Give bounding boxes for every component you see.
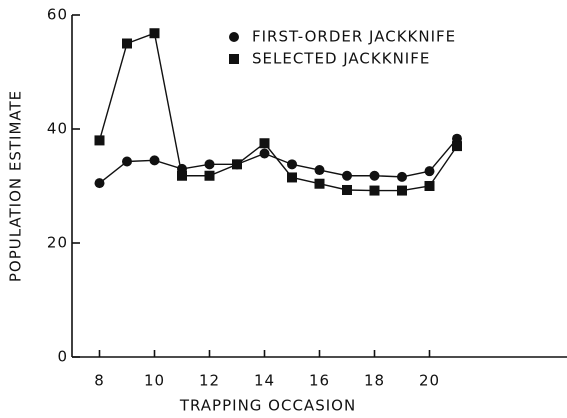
data-point — [314, 165, 325, 176]
legend-label: SELECTED JACKKNIFE — [252, 50, 430, 68]
data-point — [369, 185, 380, 196]
data-point — [287, 159, 297, 170]
data-point — [287, 172, 297, 183]
x-tick-label: 10 — [144, 372, 165, 390]
data-point — [314, 178, 325, 189]
x-tick-label: 12 — [199, 372, 220, 390]
data-point — [259, 148, 270, 159]
data-point — [177, 170, 187, 181]
data-point — [397, 171, 407, 182]
legend-marker — [229, 32, 239, 42]
data-point — [452, 141, 462, 152]
legend-marker — [229, 54, 239, 64]
data-point — [232, 159, 242, 170]
y-tick-label: 60 — [47, 6, 68, 24]
x-tick-label: 18 — [364, 372, 385, 390]
x-tick-label: 20 — [419, 372, 440, 390]
data-point — [149, 155, 160, 166]
x-tick-label: 14 — [254, 372, 275, 390]
data-point — [342, 170, 352, 181]
data-point — [122, 156, 132, 167]
data-point — [94, 178, 105, 189]
y-tick-label: 20 — [47, 234, 68, 252]
legend-label: FIRST-ORDER JACKKNIFE — [252, 28, 456, 46]
data-point — [397, 185, 407, 196]
data-point — [369, 170, 380, 181]
data-point — [149, 28, 160, 39]
data-point — [424, 181, 435, 191]
data-point — [259, 138, 270, 149]
data-point — [122, 38, 132, 49]
y-tick-label: 40 — [47, 120, 68, 138]
x-axis-label: TRAPPING OCCASION — [179, 397, 356, 415]
data-point — [424, 166, 435, 177]
x-tick-label: 8 — [94, 372, 105, 390]
data-point — [342, 184, 352, 195]
data-point — [204, 159, 215, 170]
y-tick-label: 0 — [57, 348, 68, 366]
y-axis-label: POPULATION ESTIMATE — [7, 90, 25, 282]
data-point — [204, 170, 215, 181]
data-point — [94, 135, 105, 146]
x-tick-label: 16 — [309, 372, 330, 390]
